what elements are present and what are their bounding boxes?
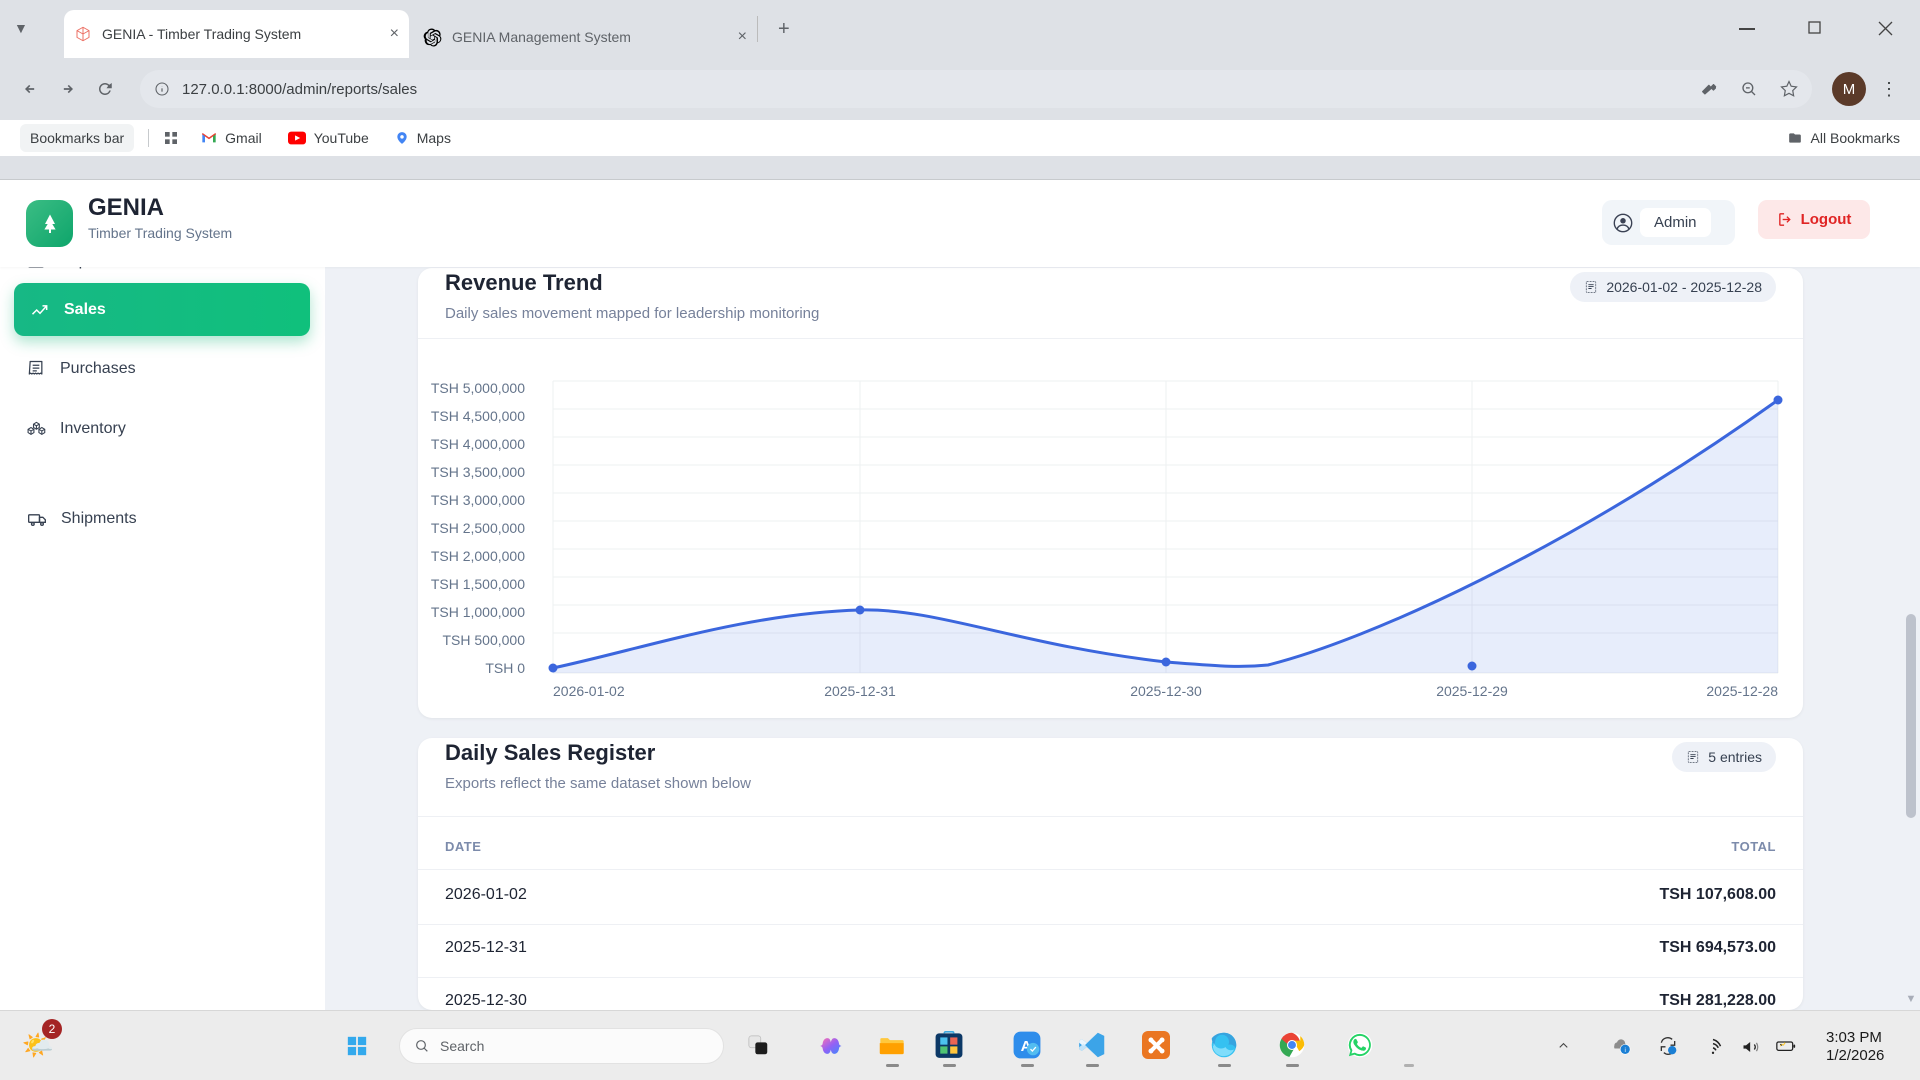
- svg-text:TSH 5,000,000: TSH 5,000,000: [431, 380, 525, 396]
- svg-text:2025-12-28: 2025-12-28: [1706, 683, 1778, 699]
- svg-text:TSH 3,000,000: TSH 3,000,000: [431, 492, 525, 508]
- svg-text:TSH 4,500,000: TSH 4,500,000: [431, 408, 525, 424]
- svg-text:i: i: [1624, 1047, 1625, 1054]
- svg-text:TSH 1,000,000: TSH 1,000,000: [431, 604, 525, 620]
- svg-text:TSH 2,000,000: TSH 2,000,000: [431, 548, 525, 564]
- svg-text:TSH 0: TSH 0: [485, 660, 525, 676]
- svg-text:TSH 500,000: TSH 500,000: [443, 632, 526, 648]
- svg-text:TSH 1,500,000: TSH 1,500,000: [431, 576, 525, 592]
- svg-text:TSH 4,000,000: TSH 4,000,000: [431, 436, 525, 452]
- svg-text:TSH 2,500,000: TSH 2,500,000: [431, 520, 525, 536]
- svg-text:2025-12-30: 2025-12-30: [1130, 683, 1202, 699]
- svg-text:2025-12-31: 2025-12-31: [824, 683, 896, 699]
- svg-text:2025-12-29: 2025-12-29: [1436, 683, 1508, 699]
- svg-text:2026-01-02: 2026-01-02: [553, 683, 625, 699]
- svg-text:TSH 3,500,000: TSH 3,500,000: [431, 464, 525, 480]
